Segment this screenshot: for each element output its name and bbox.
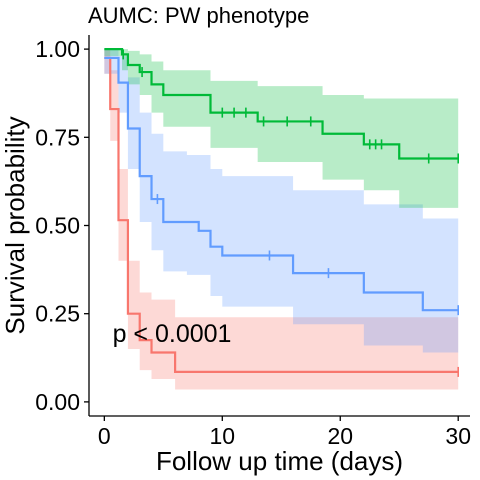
- y-tick-label: 0.25: [35, 301, 80, 327]
- y-tick-label: 0.75: [35, 124, 80, 150]
- y-axis-label: Survival probability: [0, 116, 30, 334]
- survival-curve-0: [104, 56, 459, 374]
- survival-curves: [104, 48, 459, 374]
- chart-title: AUMC: PW phenotype: [88, 3, 310, 28]
- x-tick-label: 0: [98, 423, 111, 449]
- censor-marks: [122, 49, 460, 377]
- ci-band-2: [104, 49, 459, 208]
- y-tick-label: 1.00: [35, 36, 80, 62]
- axes: 0 10 20 30 0.00 0.25 0.50 0.75 1.00: [35, 35, 471, 449]
- x-tick-label: 30: [445, 423, 471, 449]
- confidence-bands: [104, 49, 459, 390]
- survival-curve-1: [104, 56, 459, 312]
- x-tick-label: 20: [327, 423, 353, 449]
- y-tick-label: 0.50: [35, 213, 80, 239]
- ci-band-0: [104, 49, 459, 390]
- p-value-annotation: p < 0.0001: [113, 320, 232, 348]
- survival-curve-2: [104, 48, 459, 160]
- ci-band-1: [104, 49, 459, 353]
- y-tick-label: 0.00: [35, 389, 80, 415]
- x-axis-label: Follow up time (days): [156, 446, 403, 476]
- x-tick-label: 10: [209, 423, 235, 449]
